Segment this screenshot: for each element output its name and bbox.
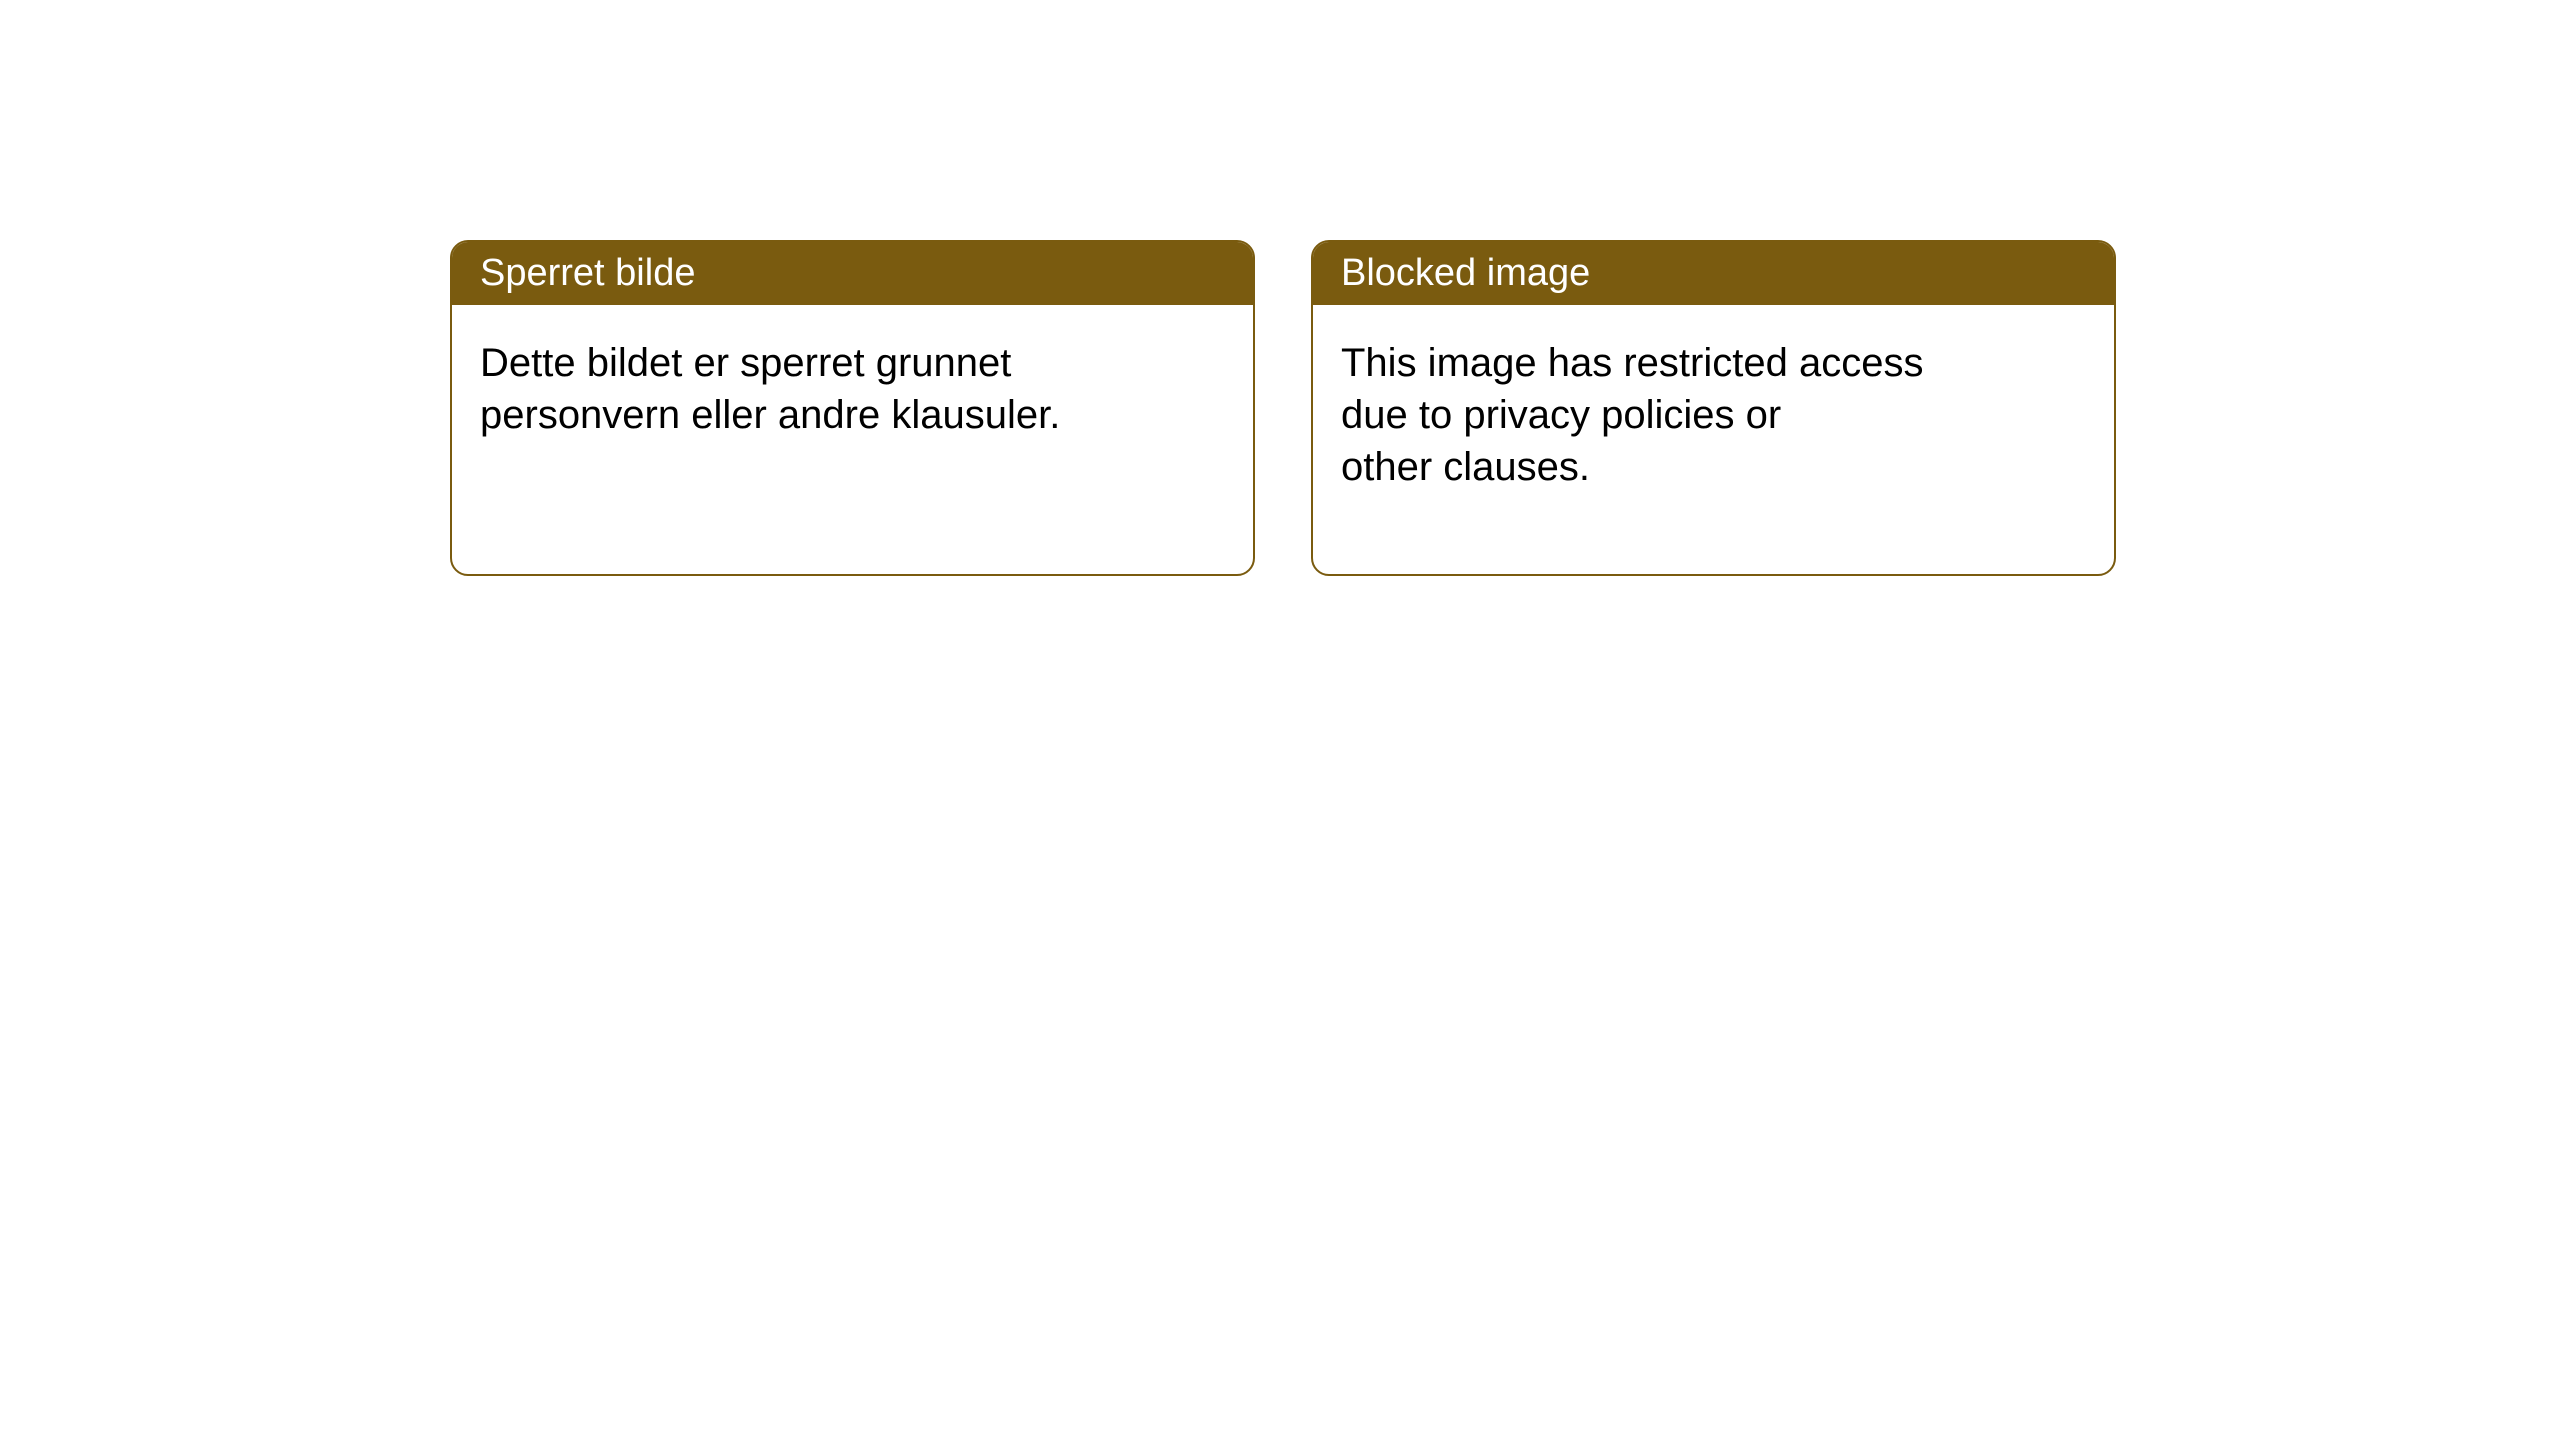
card-title-norwegian: Sperret bilde: [452, 242, 1253, 305]
blocked-image-card-norwegian: Sperret bilde Dette bildet er sperret gr…: [450, 240, 1255, 576]
blocked-image-card-english: Blocked image This image has restricted …: [1311, 240, 2116, 576]
card-title-english: Blocked image: [1313, 242, 2114, 305]
card-body-norwegian: Dette bildet er sperret grunnet personve…: [452, 305, 1132, 473]
card-body-english: This image has restricted access due to …: [1313, 305, 1993, 525]
notice-container: Sperret bilde Dette bildet er sperret gr…: [0, 0, 2560, 576]
